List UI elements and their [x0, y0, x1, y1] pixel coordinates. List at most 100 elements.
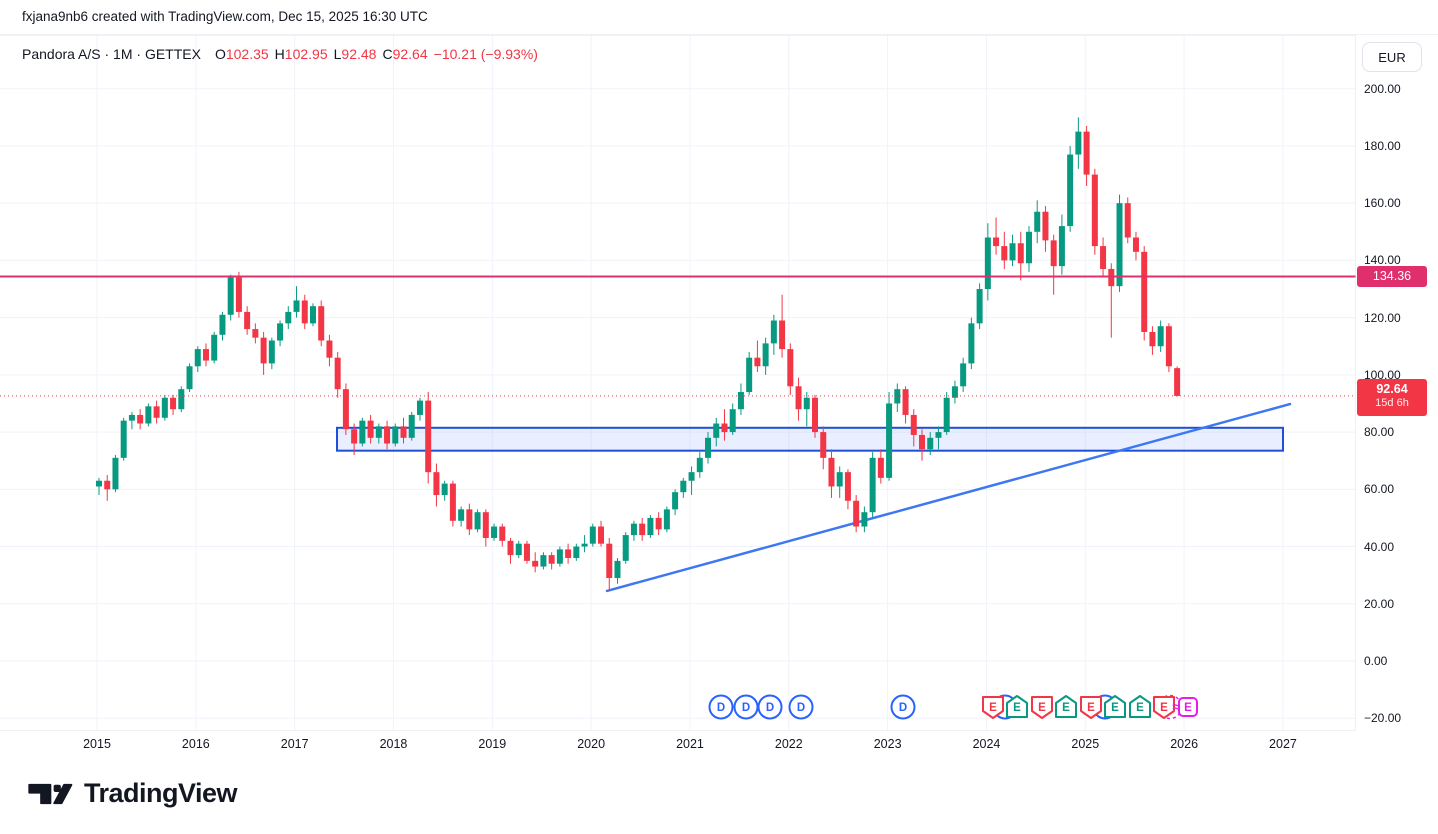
year-tick-label[interactable]: 2015: [83, 737, 111, 751]
candle-body: [729, 409, 736, 433]
level-price-badge[interactable]: 134.36: [1357, 265, 1427, 287]
year-tick-label[interactable]: 2024: [972, 737, 1001, 751]
currency-button[interactable]: EUR: [1362, 42, 1422, 72]
candle-body: [474, 512, 481, 530]
dividend-marker[interactable]: [708, 694, 734, 720]
symbol-title[interactable]: Pandora A/S · 1M · GETTEX: [22, 46, 201, 62]
earnings-miss-marker[interactable]: [982, 696, 1004, 719]
earnings-beat-marker[interactable]: [1129, 695, 1151, 718]
year-tick-label[interactable]: 2020: [577, 737, 606, 751]
candle-body: [227, 277, 234, 315]
candle-body: [779, 320, 786, 350]
price-axis[interactable]: EUR 200.00 180.00 160.00 140.00 120.00 100.00…: [1356, 35, 1438, 731]
candle-body: [877, 457, 884, 478]
candle-body: [194, 349, 201, 367]
dividend-marker[interactable]: [890, 694, 916, 720]
candle-body: [935, 432, 942, 438]
price-tick-label[interactable]: 0.00: [1364, 654, 1388, 668]
time-axis[interactable]: 2015 2016 2017 2018 2019 2020 2021 2022 2023 2024…: [0, 731, 1438, 761]
last-price-badge[interactable]: 92.64 15d 6h: [1357, 378, 1427, 416]
dividend-marker[interactable]: [757, 694, 783, 720]
earnings-beat-marker[interactable]: [1006, 695, 1028, 718]
candle-body: [902, 389, 909, 415]
candle-body: [1058, 226, 1065, 267]
candle-body: [672, 492, 679, 510]
marker-letter: E: [1184, 702, 1192, 714]
candle-body: [532, 560, 539, 567]
earnings-beat-marker[interactable]: [1055, 695, 1077, 718]
candle-body: [458, 509, 465, 521]
candle-body: [910, 414, 917, 435]
candle-body: [820, 432, 827, 458]
price-tick-label[interactable]: 60.00: [1364, 482, 1395, 497]
year-tick-label[interactable]: 2018: [379, 737, 408, 751]
candle-body: [384, 426, 391, 444]
year-tick-label[interactable]: 2017: [280, 737, 309, 751]
candle-body: [1132, 237, 1139, 252]
candle-body: [1067, 154, 1074, 227]
year-tick-label[interactable]: 2016: [181, 737, 210, 751]
candle-body: [1083, 131, 1090, 175]
candle-body: [1174, 368, 1181, 396]
candle-body: [425, 400, 432, 473]
candle-body: [770, 320, 777, 344]
earnings-miss-marker[interactable]: [1031, 696, 1053, 719]
candle-body: [589, 526, 596, 544]
marker-letter: E: [1111, 702, 1119, 714]
marker-letter: D: [717, 702, 725, 714]
candle-body: [1149, 331, 1156, 347]
candle-body: [499, 526, 506, 541]
candle-body: [334, 357, 341, 390]
candle-body: [219, 314, 226, 335]
tradingview-logo[interactable]: TradingView: [28, 778, 238, 809]
year-tick-label[interactable]: 2026: [1170, 737, 1199, 751]
year-tick-label[interactable]: 2022: [774, 737, 803, 751]
candle-body: [449, 483, 456, 521]
year-tick-label[interactable]: 2025: [1071, 737, 1100, 751]
price-tick-label[interactable]: 20.00: [1364, 596, 1395, 611]
candle-body: [861, 512, 868, 527]
price-tick-label[interactable]: −20.00: [1364, 711, 1402, 726]
candle-body: [993, 237, 1000, 247]
marker-letter: D: [797, 702, 805, 714]
candle-body: [137, 414, 144, 424]
earnings-beat-marker[interactable]: [1104, 695, 1126, 718]
price-tick-label[interactable]: 180.00: [1364, 138, 1401, 153]
year-tick-label[interactable]: 2019: [478, 737, 507, 751]
year-tick-label[interactable]: 2021: [676, 737, 704, 751]
price-tick-label[interactable]: 40.00: [1364, 539, 1395, 554]
marker-letter: E: [1038, 702, 1046, 714]
candle-body: [153, 406, 160, 418]
price-tick-label[interactable]: 100.00: [1364, 367, 1401, 382]
candle-body: [886, 403, 893, 478]
candle-body: [565, 549, 572, 558]
candle-body: [548, 555, 555, 564]
dividend-marker[interactable]: [788, 694, 814, 720]
earnings-miss-marker[interactable]: [1153, 696, 1175, 719]
trendline-drawing[interactable]: [605, 402, 1292, 593]
ohlc-value: 92.48: [341, 46, 377, 62]
candle-body: [1009, 243, 1016, 261]
candle-body: [894, 389, 901, 404]
candle-body: [1100, 246, 1107, 269]
rectangle-zone-drawing[interactable]: [336, 426, 1284, 452]
price-tick-label[interactable]: 80.00: [1364, 425, 1395, 440]
candle-body: [713, 423, 720, 438]
price-tick-label[interactable]: 140.00: [1364, 253, 1401, 268]
year-tick-label[interactable]: 2027: [1269, 737, 1297, 751]
candle-body: [606, 543, 613, 579]
future-earnings-marker[interactable]: [1178, 697, 1198, 717]
price-tick-label[interactable]: 120.00: [1364, 310, 1401, 325]
price-tick-label[interactable]: 160.00: [1364, 196, 1401, 211]
earnings-miss-marker[interactable]: [1080, 696, 1102, 719]
candle-body: [408, 414, 415, 438]
candle-body: [359, 420, 366, 444]
marker-letter: ≈: [1172, 699, 1179, 714]
marker-letter: E: [1160, 702, 1168, 714]
year-tick-label[interactable]: 2023: [873, 737, 902, 751]
chart-legend[interactable]: Pandora A/S · 1M · GETTEX O102.35 H102.95 L…: [22, 46, 538, 62]
candle-body: [342, 389, 349, 430]
price-tick-label[interactable]: 200.00: [1364, 81, 1401, 96]
